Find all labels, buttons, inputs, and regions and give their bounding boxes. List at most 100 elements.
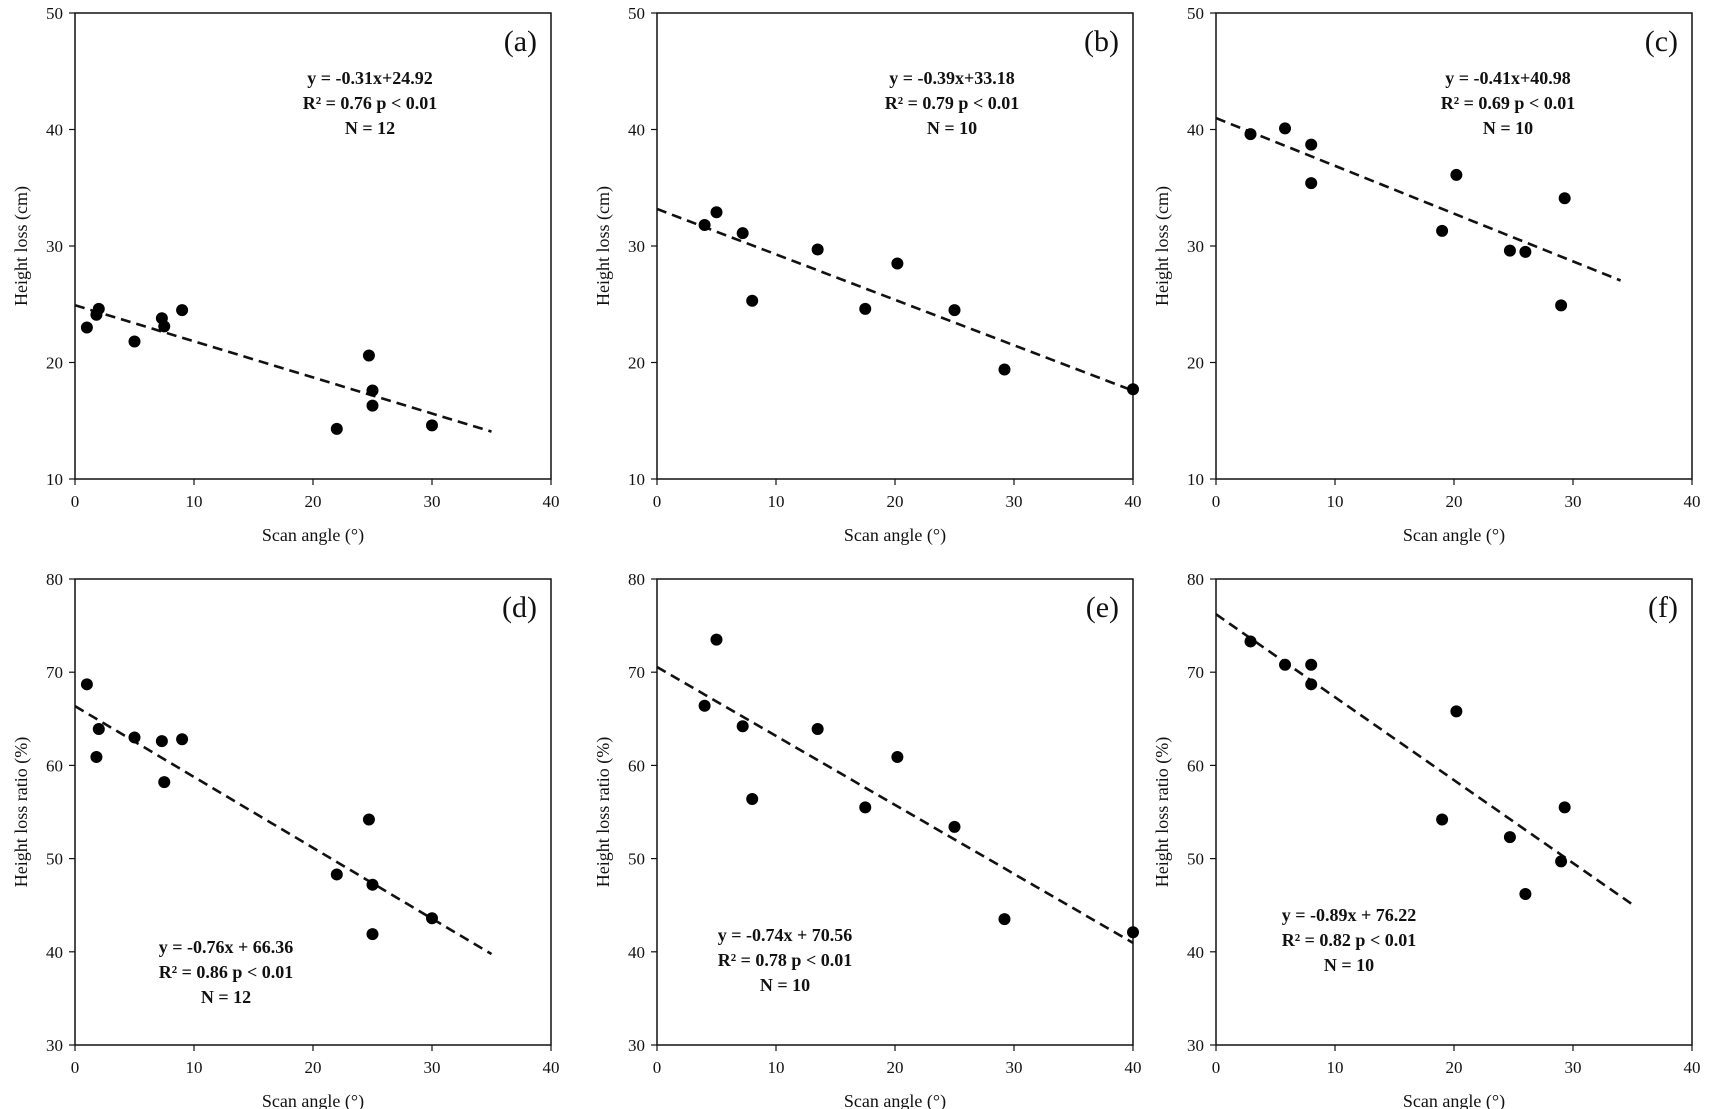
y-tick-label: 50 bbox=[1187, 4, 1204, 23]
panel-2: 0 10 20 30 40 10 20 30 40 50 Scan angle (°) Height … bbox=[1152, 4, 1701, 546]
panel-label: (d) bbox=[502, 591, 537, 624]
data-point bbox=[948, 304, 961, 317]
x-tick-label: 30 bbox=[424, 1058, 441, 1077]
data-point bbox=[746, 792, 759, 805]
data-point bbox=[176, 304, 189, 317]
data-point bbox=[1305, 658, 1318, 671]
regression-annotation: R² = 0.78 p < 0.01 bbox=[718, 950, 852, 970]
data-point bbox=[1244, 635, 1257, 648]
data-point bbox=[859, 801, 872, 814]
y-tick-label: 40 bbox=[46, 943, 63, 962]
y-axis-title: Height loss (cm) bbox=[1152, 186, 1173, 306]
regression-annotation: R² = 0.86 p < 0.01 bbox=[159, 962, 293, 982]
regression-annotation: N = 12 bbox=[201, 987, 251, 1007]
panel-4: 0 10 20 30 40 30 40 50 60 70 80 Scan angle (°) Heigh… bbox=[593, 570, 1142, 1109]
data-point bbox=[698, 699, 711, 712]
trend-line bbox=[74, 303, 492, 433]
y-tick-label: 30 bbox=[628, 1036, 645, 1055]
data-point bbox=[811, 723, 824, 736]
y-tick-label: 40 bbox=[628, 943, 645, 962]
data-point bbox=[426, 912, 438, 925]
y-tick-label: 10 bbox=[46, 470, 63, 489]
regression-annotation: N = 10 bbox=[927, 118, 977, 138]
y-tick-label: 50 bbox=[1187, 850, 1204, 869]
data-point bbox=[736, 720, 749, 733]
data-point bbox=[998, 363, 1011, 376]
regression-annotation: R² = 0.79 p < 0.01 bbox=[885, 93, 1019, 113]
y-tick-label: 30 bbox=[46, 1036, 63, 1055]
data-point bbox=[1450, 168, 1463, 181]
x-axis-title: Scan angle (°) bbox=[1403, 525, 1505, 546]
x-axis-title: Scan angle (°) bbox=[262, 525, 364, 546]
data-point bbox=[158, 776, 171, 789]
panel-label: (b) bbox=[1084, 25, 1119, 58]
data-point bbox=[80, 678, 93, 691]
y-tick-label: 30 bbox=[1187, 237, 1204, 256]
y-tick-label: 20 bbox=[628, 354, 645, 373]
y-tick-label: 10 bbox=[628, 470, 645, 489]
data-point bbox=[362, 349, 375, 362]
x-tick-label: 10 bbox=[186, 492, 203, 511]
panel-1: 0 10 20 30 40 10 20 30 40 50 Scan angle (°) Height … bbox=[593, 4, 1142, 546]
data-point bbox=[891, 257, 904, 270]
x-tick-label: 20 bbox=[305, 492, 322, 511]
data-point bbox=[1279, 658, 1292, 671]
x-tick-label: 40 bbox=[543, 492, 560, 511]
data-point bbox=[158, 320, 171, 333]
x-tick-label: 10 bbox=[1327, 1058, 1344, 1077]
x-tick-label: 10 bbox=[186, 1058, 203, 1077]
plot-frame bbox=[656, 578, 1134, 1046]
x-tick-label: 30 bbox=[1565, 492, 1582, 511]
y-tick-label: 40 bbox=[1187, 121, 1204, 140]
regression-annotation: y = -0.41x+40.98 bbox=[1445, 68, 1571, 88]
y-tick-label: 40 bbox=[628, 121, 645, 140]
data-point bbox=[698, 219, 711, 232]
x-axis-title: Scan angle (°) bbox=[262, 1091, 364, 1109]
data-point bbox=[1244, 128, 1257, 141]
panel-label: (c) bbox=[1645, 25, 1678, 58]
data-point bbox=[891, 751, 904, 764]
trend-line bbox=[656, 665, 1134, 944]
data-point bbox=[1519, 245, 1532, 258]
regression-annotation: N = 10 bbox=[1483, 118, 1533, 138]
regression-annotation: R² = 0.69 p < 0.01 bbox=[1441, 93, 1575, 113]
data-point bbox=[330, 868, 343, 881]
x-tick-label: 0 bbox=[653, 492, 662, 511]
data-point bbox=[366, 878, 379, 891]
y-tick-label: 80 bbox=[1187, 570, 1204, 589]
y-tick-label: 40 bbox=[1187, 943, 1204, 962]
y-tick-label: 50 bbox=[628, 850, 645, 869]
y-tick-label: 60 bbox=[628, 756, 645, 775]
y-tick-label: 50 bbox=[628, 4, 645, 23]
panel-0: 0 10 20 30 40 10 20 30 40 50 Scan angle (°) Height … bbox=[11, 4, 560, 546]
y-tick-label: 80 bbox=[46, 570, 63, 589]
x-tick-label: 10 bbox=[1327, 492, 1344, 511]
panel-3: 0 10 20 30 40 30 40 50 60 70 80 Scan angle (°) Heigh… bbox=[11, 570, 560, 1109]
x-tick-label: 20 bbox=[887, 1058, 904, 1077]
data-point bbox=[710, 206, 723, 219]
regression-annotation: R² = 0.76 p < 0.01 bbox=[303, 93, 437, 113]
data-point bbox=[92, 723, 105, 736]
data-point bbox=[366, 928, 379, 941]
regression-annotation: R² = 0.82 p < 0.01 bbox=[1282, 930, 1416, 950]
y-tick-label: 70 bbox=[628, 663, 645, 682]
data-point bbox=[128, 731, 141, 744]
panel-label: (a) bbox=[504, 25, 537, 58]
data-point bbox=[80, 321, 93, 334]
data-point bbox=[736, 227, 749, 240]
data-point bbox=[90, 751, 103, 764]
regression-annotation: N = 10 bbox=[760, 975, 810, 995]
x-tick-label: 0 bbox=[1212, 492, 1221, 511]
x-tick-label: 0 bbox=[1212, 1058, 1221, 1077]
x-axis-title: Scan angle (°) bbox=[844, 1091, 946, 1109]
x-axis-title: Scan angle (°) bbox=[844, 525, 946, 546]
y-tick-label: 30 bbox=[46, 237, 63, 256]
trend-line bbox=[1215, 613, 1634, 906]
x-tick-label: 0 bbox=[71, 1058, 80, 1077]
y-tick-label: 50 bbox=[46, 850, 63, 869]
y-tick-label: 70 bbox=[46, 663, 63, 682]
y-tick-label: 50 bbox=[46, 4, 63, 23]
data-point bbox=[426, 419, 438, 432]
data-point bbox=[1127, 926, 1139, 939]
regression-annotation: y = -0.39x+33.18 bbox=[889, 68, 1015, 88]
